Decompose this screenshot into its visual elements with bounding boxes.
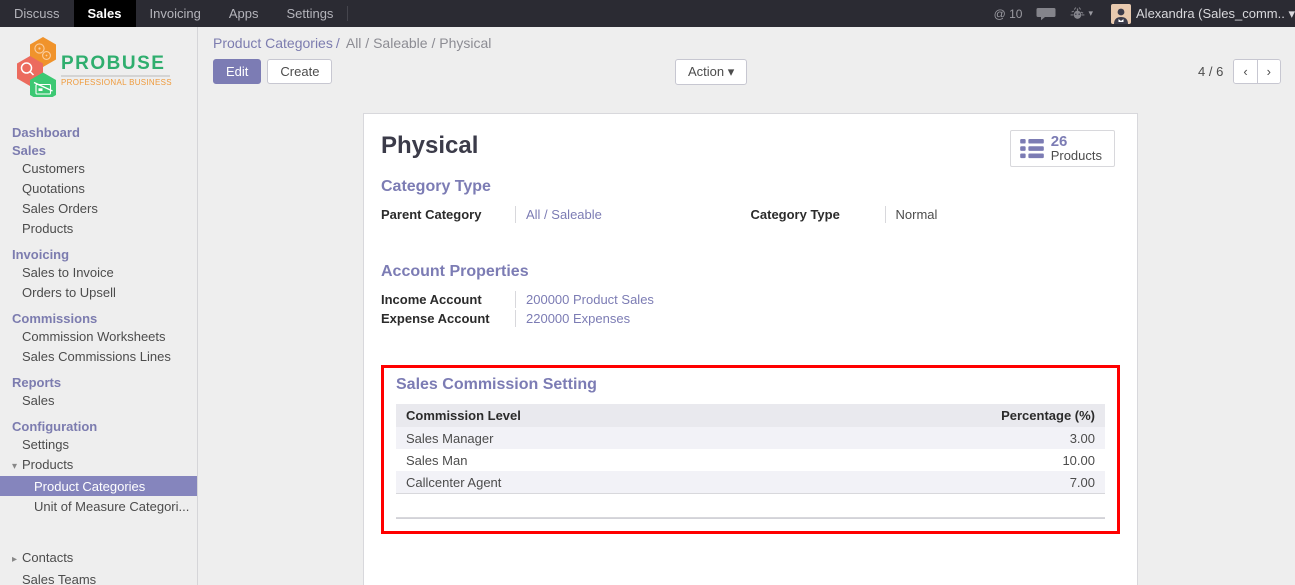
svg-text:PROBUSE: PROBUSE — [61, 53, 165, 74]
svg-text:PROFESSIONAL BUSINESS: PROFESSIONAL BUSINESS — [61, 78, 172, 87]
